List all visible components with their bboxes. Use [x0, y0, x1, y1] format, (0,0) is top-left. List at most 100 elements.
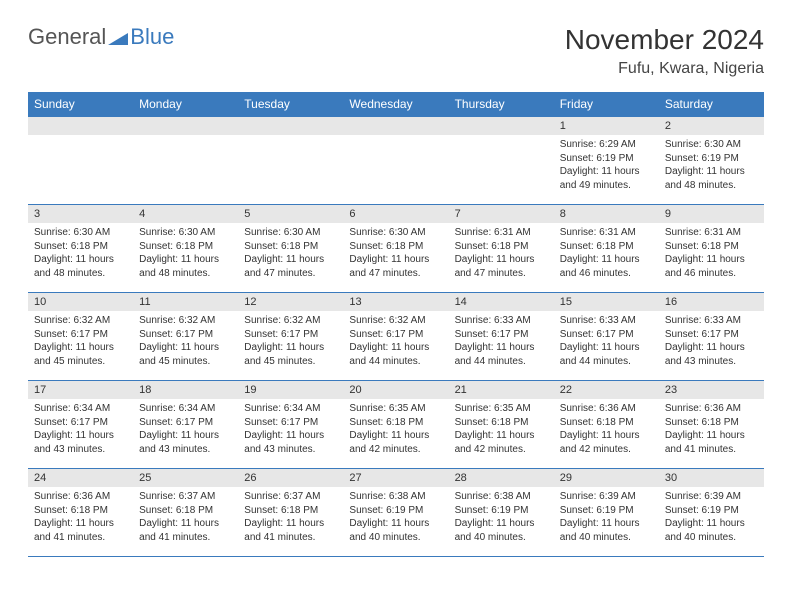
day-number: 28	[449, 469, 554, 487]
sunset-text: Sunset: 6:18 PM	[560, 416, 653, 430]
daylight-text: Daylight: 11 hours and 48 minutes.	[139, 253, 232, 280]
day-number: 19	[238, 381, 343, 399]
sunrise-text: Sunrise: 6:30 AM	[139, 226, 232, 240]
calendar-cell: 15Sunrise: 6:33 AMSunset: 6:17 PMDayligh…	[554, 293, 659, 381]
sunrise-text: Sunrise: 6:30 AM	[244, 226, 337, 240]
logo: General Blue	[28, 24, 174, 50]
day-details: Sunrise: 6:30 AMSunset: 6:18 PMDaylight:…	[343, 223, 448, 284]
day-number: 9	[659, 205, 764, 223]
day-header: Monday	[133, 92, 238, 117]
calendar-cell	[238, 117, 343, 205]
day-header: Wednesday	[343, 92, 448, 117]
sunset-text: Sunset: 6:18 PM	[665, 416, 758, 430]
sunrise-text: Sunrise: 6:29 AM	[560, 138, 653, 152]
sunrise-text: Sunrise: 6:36 AM	[665, 402, 758, 416]
day-details: Sunrise: 6:30 AMSunset: 6:18 PMDaylight:…	[238, 223, 343, 284]
day-number: 30	[659, 469, 764, 487]
daylight-text: Daylight: 11 hours and 45 minutes.	[244, 341, 337, 368]
day-number: 13	[343, 293, 448, 311]
sunrise-text: Sunrise: 6:39 AM	[560, 490, 653, 504]
day-header: Saturday	[659, 92, 764, 117]
sunset-text: Sunset: 6:17 PM	[139, 328, 232, 342]
calendar-cell: 14Sunrise: 6:33 AMSunset: 6:17 PMDayligh…	[449, 293, 554, 381]
day-details: Sunrise: 6:34 AMSunset: 6:17 PMDaylight:…	[238, 399, 343, 460]
sunrise-text: Sunrise: 6:30 AM	[349, 226, 442, 240]
calendar-cell: 29Sunrise: 6:39 AMSunset: 6:19 PMDayligh…	[554, 469, 659, 557]
calendar-week-row: 3Sunrise: 6:30 AMSunset: 6:18 PMDaylight…	[28, 205, 764, 293]
calendar-cell: 13Sunrise: 6:32 AMSunset: 6:17 PMDayligh…	[343, 293, 448, 381]
sunrise-text: Sunrise: 6:31 AM	[665, 226, 758, 240]
daylight-text: Daylight: 11 hours and 48 minutes.	[665, 165, 758, 192]
sunset-text: Sunset: 6:19 PM	[455, 504, 548, 518]
day-details: Sunrise: 6:32 AMSunset: 6:17 PMDaylight:…	[28, 311, 133, 372]
day-details: Sunrise: 6:30 AMSunset: 6:18 PMDaylight:…	[133, 223, 238, 284]
sunset-text: Sunset: 6:19 PM	[349, 504, 442, 518]
day-number: 2	[659, 117, 764, 135]
day-details: Sunrise: 6:29 AMSunset: 6:19 PMDaylight:…	[554, 135, 659, 196]
day-number	[449, 117, 554, 135]
day-number: 23	[659, 381, 764, 399]
daylight-text: Daylight: 11 hours and 41 minutes.	[244, 517, 337, 544]
daylight-text: Daylight: 11 hours and 47 minutes.	[349, 253, 442, 280]
sunrise-text: Sunrise: 6:33 AM	[665, 314, 758, 328]
day-details: Sunrise: 6:35 AMSunset: 6:18 PMDaylight:…	[343, 399, 448, 460]
calendar-cell: 3Sunrise: 6:30 AMSunset: 6:18 PMDaylight…	[28, 205, 133, 293]
sunset-text: Sunset: 6:18 PM	[139, 504, 232, 518]
sunset-text: Sunset: 6:17 PM	[665, 328, 758, 342]
daylight-text: Daylight: 11 hours and 40 minutes.	[665, 517, 758, 544]
sunset-text: Sunset: 6:17 PM	[349, 328, 442, 342]
calendar-cell: 4Sunrise: 6:30 AMSunset: 6:18 PMDaylight…	[133, 205, 238, 293]
daylight-text: Daylight: 11 hours and 43 minutes.	[665, 341, 758, 368]
sunset-text: Sunset: 6:17 PM	[560, 328, 653, 342]
calendar-cell: 23Sunrise: 6:36 AMSunset: 6:18 PMDayligh…	[659, 381, 764, 469]
day-number	[133, 117, 238, 135]
daylight-text: Daylight: 11 hours and 42 minutes.	[349, 429, 442, 456]
day-number: 27	[343, 469, 448, 487]
daylight-text: Daylight: 11 hours and 42 minutes.	[455, 429, 548, 456]
day-details: Sunrise: 6:32 AMSunset: 6:17 PMDaylight:…	[343, 311, 448, 372]
sunrise-text: Sunrise: 6:37 AM	[244, 490, 337, 504]
calendar-cell: 17Sunrise: 6:34 AMSunset: 6:17 PMDayligh…	[28, 381, 133, 469]
day-number	[343, 117, 448, 135]
sunrise-text: Sunrise: 6:38 AM	[455, 490, 548, 504]
calendar-cell: 19Sunrise: 6:34 AMSunset: 6:17 PMDayligh…	[238, 381, 343, 469]
header: General Blue November 2024 Fufu, Kwara, …	[28, 24, 764, 78]
day-details: Sunrise: 6:34 AMSunset: 6:17 PMDaylight:…	[28, 399, 133, 460]
day-details: Sunrise: 6:31 AMSunset: 6:18 PMDaylight:…	[449, 223, 554, 284]
day-details: Sunrise: 6:30 AMSunset: 6:19 PMDaylight:…	[659, 135, 764, 196]
daylight-text: Daylight: 11 hours and 43 minutes.	[139, 429, 232, 456]
calendar-cell	[343, 117, 448, 205]
calendar-cell: 5Sunrise: 6:30 AMSunset: 6:18 PMDaylight…	[238, 205, 343, 293]
calendar-cell: 27 Sunrise: 6:38 AMSunset: 6:19 PMDayligh…	[343, 469, 448, 557]
sunrise-text: Sunrise: 6:38 AM	[349, 490, 442, 504]
day-details: Sunrise: 6:36 AMSunset: 6:18 PMDaylight:…	[554, 399, 659, 460]
day-number	[238, 117, 343, 135]
calendar-cell: 6Sunrise: 6:30 AMSunset: 6:18 PMDaylight…	[343, 205, 448, 293]
daylight-text: Daylight: 11 hours and 40 minutes.	[349, 517, 442, 544]
logo-triangle-icon	[108, 29, 128, 45]
calendar-cell: 10Sunrise: 6:32 AMSunset: 6:17 PMDayligh…	[28, 293, 133, 381]
daylight-text: Daylight: 11 hours and 45 minutes.	[34, 341, 127, 368]
logo-text-blue: Blue	[130, 24, 174, 50]
daylight-text: Daylight: 11 hours and 40 minutes.	[560, 517, 653, 544]
day-details: Sunrise: 6:37 AMSunset: 6:18 PMDaylight:…	[133, 487, 238, 548]
day-details: Sunrise: 6:33 AMSunset: 6:17 PMDaylight:…	[554, 311, 659, 372]
sunset-text: Sunset: 6:18 PM	[244, 240, 337, 254]
daylight-text: Daylight: 11 hours and 46 minutes.	[665, 253, 758, 280]
sunset-text: Sunset: 6:18 PM	[34, 240, 127, 254]
day-number: 25	[133, 469, 238, 487]
daylight-text: Daylight: 11 hours and 43 minutes.	[244, 429, 337, 456]
daylight-text: Daylight: 11 hours and 49 minutes.	[560, 165, 653, 192]
calendar-cell: 8Sunrise: 6:31 AMSunset: 6:18 PMDaylight…	[554, 205, 659, 293]
day-details: Sunrise: 6:35 AMSunset: 6:18 PMDaylight:…	[449, 399, 554, 460]
day-details: Sunrise: 6:30 AMSunset: 6:18 PMDaylight:…	[28, 223, 133, 284]
sunrise-text: Sunrise: 6:37 AM	[139, 490, 232, 504]
sunset-text: Sunset: 6:18 PM	[349, 240, 442, 254]
sunrise-text: Sunrise: 6:32 AM	[244, 314, 337, 328]
calendar-week-row: 1Sunrise: 6:29 AMSunset: 6:19 PMDaylight…	[28, 117, 764, 205]
sunrise-text: Sunrise: 6:30 AM	[665, 138, 758, 152]
sunrise-text: Sunrise: 6:35 AM	[349, 402, 442, 416]
day-header: Sunday	[28, 92, 133, 117]
sunrise-text: Sunrise: 6:32 AM	[34, 314, 127, 328]
calendar-cell	[28, 117, 133, 205]
